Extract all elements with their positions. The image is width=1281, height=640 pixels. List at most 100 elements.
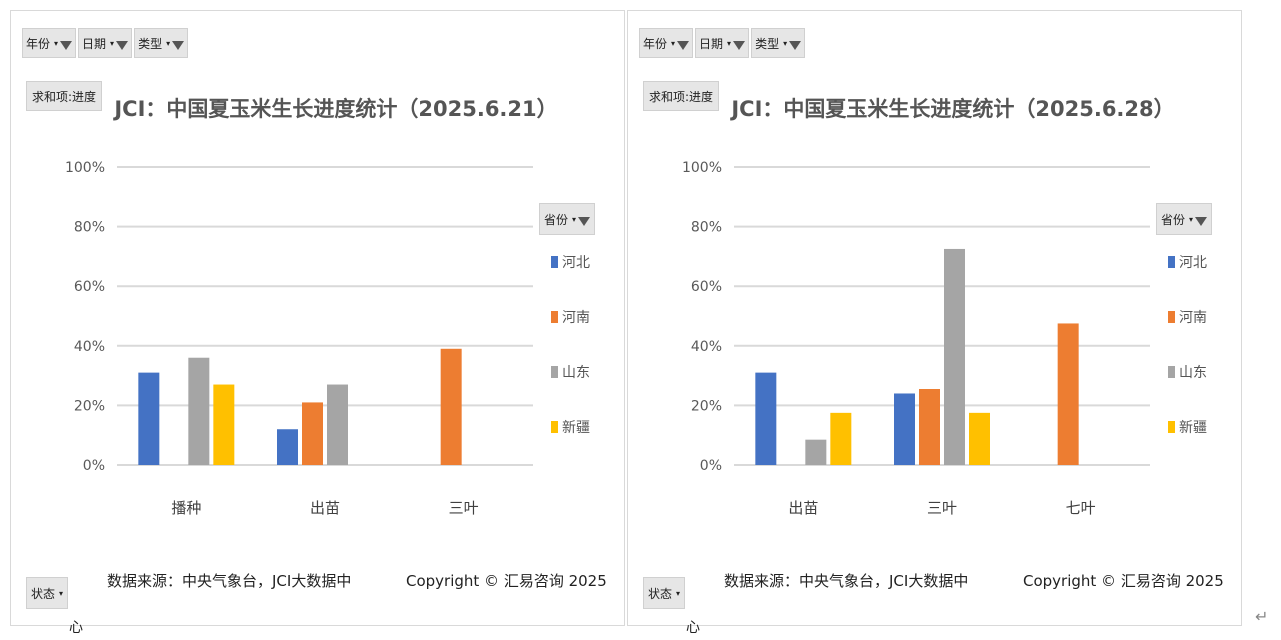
bar (944, 248, 965, 465)
bar (138, 372, 160, 465)
legend-swatch (551, 256, 558, 268)
filter-type-button[interactable]: 类型 ▾ (134, 28, 189, 58)
bar (830, 412, 852, 465)
sum-field-button[interactable]: 求和项:进度 (643, 81, 720, 111)
bar (894, 393, 915, 465)
funnel-icon (1195, 216, 1208, 226)
legend-item: 新疆 (551, 417, 590, 472)
legend-label: 山东 (1179, 365, 1207, 381)
bar (277, 429, 298, 465)
legend-label: 山东 (562, 365, 590, 381)
state-filter-button[interactable]: 状态 ▾ (26, 577, 69, 609)
legend-title: 省份 (1161, 212, 1186, 227)
y-tick-label: 100% (65, 160, 105, 176)
x-tick-label: 三叶 (449, 499, 479, 517)
x-tick-label: 七叶 (1066, 499, 1096, 517)
y-tick-label: 0% (700, 458, 722, 474)
y-tick-label: 80% (74, 220, 105, 236)
filter-label: 日期 (699, 36, 724, 51)
funnel-icon (172, 40, 185, 50)
funnel-icon (789, 40, 802, 50)
filter-label: 年份 (26, 36, 51, 51)
x-tick-label: 播种 (171, 499, 201, 517)
y-tick-label: 20% (691, 398, 722, 414)
cut-off-text: 心 (686, 620, 700, 636)
legend-label: 河北 (562, 255, 590, 271)
legend-item: 山东 (551, 362, 590, 417)
bar (188, 357, 210, 465)
dropdown-icon: ▾ (166, 38, 171, 48)
y-tick-label: 20% (74, 398, 105, 414)
dropdown-icon: ▾ (110, 38, 115, 48)
bar (969, 412, 990, 465)
y-tick-label: 100% (682, 160, 722, 176)
y-tick-label: 60% (691, 279, 722, 295)
filter-bar: 年份 ▾ 日期 ▾ 类型 ▾ (22, 28, 189, 58)
copyright-note: Copyright © 汇易咨询 2025 (406, 572, 607, 590)
dropdown-icon: ▾ (59, 588, 64, 598)
dropdown-icon: ▾ (54, 38, 59, 48)
bar (440, 348, 462, 465)
legend-label: 河北 (1179, 255, 1207, 271)
bar (327, 384, 348, 465)
y-tick-label: 60% (74, 279, 105, 295)
bar (919, 389, 940, 465)
sum-field-button[interactable]: 求和项:进度 (26, 81, 103, 111)
chart-panel-1: 年份 ▾ 日期 ▾ 类型 ▾ 求和项:进度 JCI：中国夏玉米生长进度统计（2025.… (10, 10, 625, 636)
x-tick-label: 出苗 (788, 499, 818, 517)
legend-item: 河北 (1168, 252, 1207, 307)
legend-swatch (1168, 311, 1175, 323)
funnel-icon (677, 40, 690, 50)
bar (755, 372, 777, 465)
y-tick-label: 0% (83, 458, 105, 474)
legend-item: 河南 (551, 307, 590, 362)
filter-bar: 年份 ▾ 日期 ▾ 类型 ▾ (639, 28, 806, 58)
return-mark: ↵ (1255, 607, 1269, 626)
x-tick-label: 出苗 (310, 499, 340, 517)
bar-chart: 0% 20% 40% 60% 80% 100% 出苗 三叶 七叶 (682, 160, 1150, 517)
dropdown-icon: ▾ (1189, 214, 1194, 224)
data-source-note: 数据来源：中央气象台，JCI大数据中 (107, 572, 352, 590)
dropdown-icon: ▾ (676, 588, 681, 598)
funnel-icon (578, 216, 591, 226)
legend-item: 新疆 (1168, 417, 1207, 472)
y-tick-label: 40% (74, 339, 105, 355)
legend-label: 新疆 (1179, 420, 1207, 436)
x-tick-label: 三叶 (927, 499, 957, 517)
filter-year-button[interactable]: 年份 ▾ (639, 28, 694, 58)
bar (302, 402, 323, 465)
bar-chart: 0% 20% 40% 60% 80% 100% 播种 出苗 三叶 (65, 160, 533, 517)
filter-year-button[interactable]: 年份 ▾ (22, 28, 77, 58)
y-tick-label: 40% (691, 339, 722, 355)
dropdown-icon: ▾ (671, 38, 676, 48)
data-source-note: 数据来源：中央气象台，JCI大数据中 (724, 572, 969, 590)
legend-swatch (551, 366, 558, 378)
legend-label: 新疆 (562, 420, 590, 436)
chart-title: JCI：中国夏玉米生长进度统计（2025.6.21） (114, 97, 558, 121)
legend-swatch (551, 311, 558, 323)
filter-label: 年份 (643, 36, 668, 51)
dropdown-icon: ▾ (727, 38, 732, 48)
filter-label: 日期 (82, 36, 107, 51)
legend-filter-button[interactable]: 省份 ▾ (1156, 203, 1213, 235)
y-tick-label: 80% (691, 220, 722, 236)
legend-swatch (1168, 256, 1175, 268)
chart-panel-2: 年份 ▾ 日期 ▾ 类型 ▾ 求和项:进度 JCI：中国夏玉米生长进度统计（2025.… (627, 10, 1242, 636)
filter-date-button[interactable]: 日期 ▾ (695, 28, 750, 58)
legend-item: 山东 (1168, 362, 1207, 417)
legend-filter-button[interactable]: 省份 ▾ (539, 203, 596, 235)
filter-date-button[interactable]: 日期 ▾ (78, 28, 133, 58)
filter-type-button[interactable]: 类型 ▾ (751, 28, 806, 58)
funnel-icon (733, 40, 746, 50)
state-filter-button[interactable]: 状态 ▾ (643, 577, 686, 609)
legend: 河北 河南 山东 新疆 (551, 252, 590, 472)
dropdown-icon: ▾ (572, 214, 577, 224)
state-label: 状态 (648, 586, 673, 601)
cut-off-text: 心 (69, 620, 83, 636)
legend-swatch (551, 421, 558, 433)
filter-label: 类型 (138, 36, 163, 51)
legend-swatch (1168, 366, 1175, 378)
legend-item: 河北 (551, 252, 590, 307)
copyright-note: Copyright © 汇易咨询 2025 (1023, 572, 1224, 590)
bar (805, 439, 827, 465)
